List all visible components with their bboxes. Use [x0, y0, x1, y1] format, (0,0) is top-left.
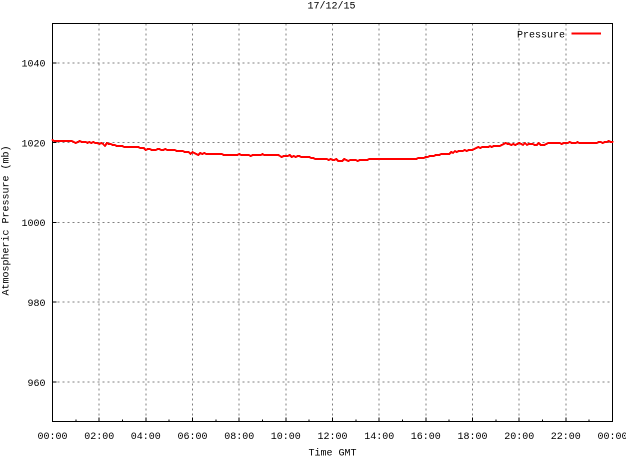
svg-text:1000: 1000	[21, 219, 45, 230]
svg-text:02:00: 02:00	[84, 432, 114, 443]
svg-text:Time GMT: Time GMT	[308, 448, 356, 459]
svg-text:1020: 1020	[21, 139, 45, 150]
svg-text:00:00: 00:00	[37, 432, 67, 443]
svg-text:1040: 1040	[21, 60, 45, 71]
svg-text:980: 980	[27, 299, 45, 310]
svg-text:16:00: 16:00	[411, 432, 441, 443]
svg-text:12:00: 12:00	[317, 432, 347, 443]
svg-text:18:00: 18:00	[457, 432, 487, 443]
svg-text:22:00: 22:00	[551, 432, 581, 443]
svg-text:20:00: 20:00	[504, 432, 534, 443]
svg-text:Pressure: Pressure	[517, 31, 565, 42]
svg-text:Atmospheric Pressure (mb): Atmospheric Pressure (mb)	[1, 145, 13, 295]
svg-text:06:00: 06:00	[177, 432, 207, 443]
svg-text:04:00: 04:00	[131, 432, 161, 443]
svg-text:08:00: 08:00	[224, 432, 254, 443]
svg-text:17/12/15: 17/12/15	[307, 1, 355, 13]
svg-text:14:00: 14:00	[364, 432, 394, 443]
svg-text:960: 960	[27, 379, 45, 390]
svg-text:10:00: 10:00	[271, 432, 301, 443]
svg-text:00:00: 00:00	[597, 432, 626, 443]
